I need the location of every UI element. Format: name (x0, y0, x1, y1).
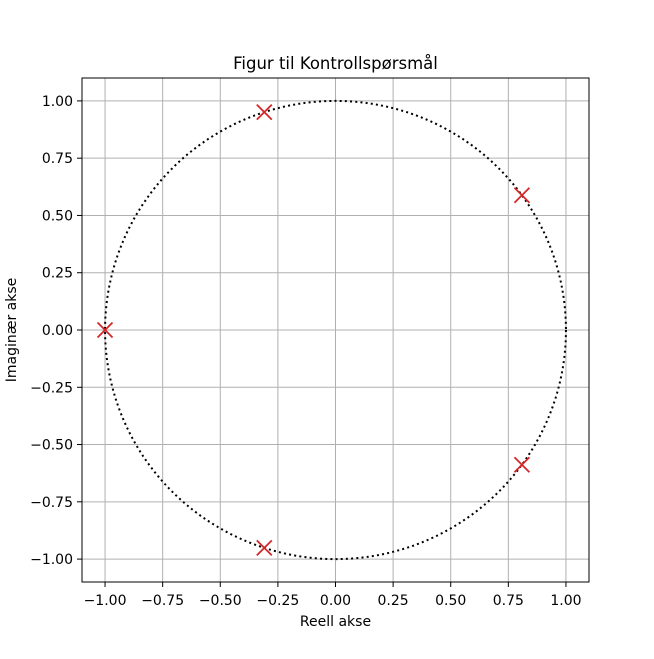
y-tick-label: 1.00 (42, 94, 73, 110)
grid-layer (82, 78, 589, 582)
x-tick-label: −0.25 (256, 593, 299, 609)
marker-stroke (96, 321, 114, 339)
y-tick-label: 0.50 (42, 208, 73, 224)
x-tick-label: 0.75 (493, 593, 524, 609)
points-layer (96, 103, 531, 557)
data-point-marker (513, 187, 531, 204)
y-tick-label: −0.75 (30, 495, 73, 511)
x-axis-title: Reell akse (300, 614, 371, 630)
data-point-marker (513, 456, 531, 473)
ticks-layer: −1.00 −0.75 −0.50 −0.25 0.00 0.25 0.50 0.75 1.00… (30, 94, 581, 609)
y-tick-label: −1.00 (30, 552, 73, 568)
x-tick-label: 1.00 (550, 593, 581, 609)
x-tick-label: −1.00 (84, 593, 127, 609)
chart-title: Figur til Kontrollspørsmål (233, 54, 438, 73)
data-point-marker (256, 539, 273, 557)
y-tick-label: −0.50 (30, 438, 73, 454)
x-tick-label: 0.25 (378, 593, 409, 609)
marker-stroke (513, 187, 531, 204)
unit-circle-layer (104, 99, 567, 561)
y-tick-label: −0.25 (30, 380, 73, 396)
x-tick-label: 0.00 (320, 593, 351, 609)
x-tick-label: 0.50 (435, 593, 466, 609)
marker-stroke (256, 103, 273, 121)
data-point-marker (96, 321, 114, 339)
x-tick-label: −0.75 (141, 593, 184, 609)
data-point-marker (256, 103, 273, 121)
marker-stroke (513, 456, 531, 473)
x-tick-label: −0.50 (199, 593, 242, 609)
y-tick-label: 0.75 (42, 151, 73, 167)
marker-stroke (256, 539, 273, 557)
y-tick-label: 0.00 (42, 323, 73, 339)
unit-circle (104, 99, 567, 561)
y-axis-title: Imaginær akse (4, 278, 20, 383)
y-tick-label: 0.25 (42, 266, 73, 282)
